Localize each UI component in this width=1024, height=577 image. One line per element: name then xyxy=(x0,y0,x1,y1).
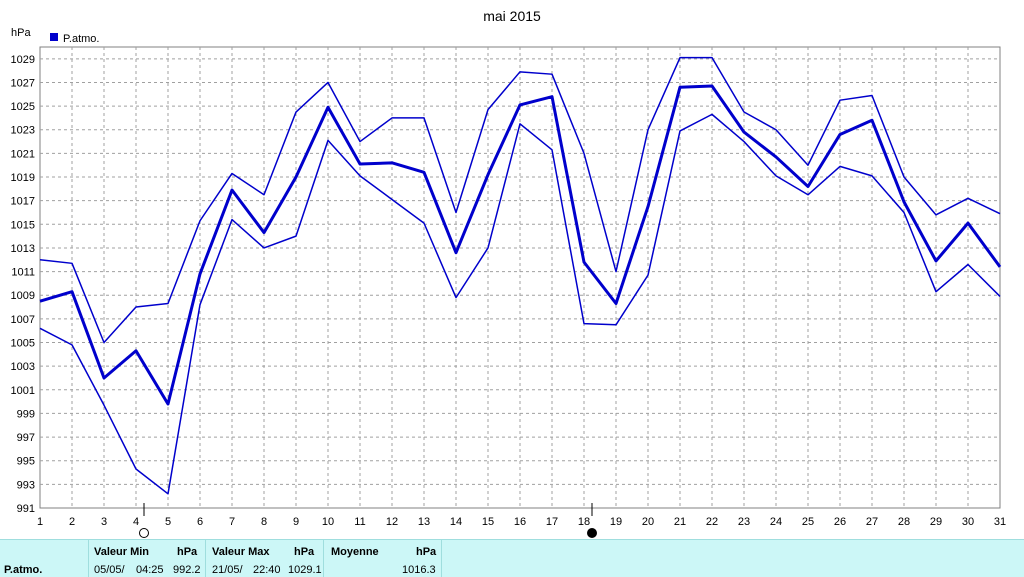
summary-min-cell: Valeur Min hPa 05/05/ 04:25 992.2 xyxy=(88,540,206,577)
y-tick-label: 1017 xyxy=(11,196,35,208)
x-tick-label: 24 xyxy=(770,516,782,528)
summary-bar: P.atmo. Valeur Min hPa 05/05/ 04:25 992.… xyxy=(0,539,1024,577)
summary-max-value: 1029.1 xyxy=(288,564,322,576)
grid-lines xyxy=(40,47,1000,508)
summary-mean-cell: Moyenne hPa 1016.3 xyxy=(323,540,442,577)
summary-min-date: 05/05/ xyxy=(94,564,125,576)
summary-min-title: Valeur Min xyxy=(94,546,150,558)
x-tick-label: 11 xyxy=(354,516,365,528)
y-tick-label: 1027 xyxy=(11,77,35,89)
x-tick-label: 5 xyxy=(165,516,171,528)
x-tick-label: 21 xyxy=(674,516,686,528)
summary-series-label: P.atmo. xyxy=(4,564,43,576)
y-tick-label: 1019 xyxy=(11,172,35,184)
x-tick-label: 10 xyxy=(322,516,334,528)
summary-min-value: 992.2 xyxy=(173,564,201,576)
x-tick-label: 25 xyxy=(802,516,814,528)
full-moon-icon xyxy=(139,528,149,538)
y-tick-label: 1023 xyxy=(11,125,35,137)
x-tick-label: 17 xyxy=(546,516,558,528)
series-line-min xyxy=(39,113,1001,495)
y-tick-label: 999 xyxy=(17,408,35,420)
summary-min-time: 04:25 xyxy=(136,564,164,576)
summary-max-cell: Valeur Max hPa 21/05/ 22:40 1029.1 xyxy=(205,540,324,577)
legend-label: P.atmo. xyxy=(63,33,100,45)
y-tick-label: 1011 xyxy=(11,267,35,279)
y-axis-unit-label: hPa xyxy=(11,27,31,39)
y-tick-label: 1007 xyxy=(11,314,35,326)
x-tick-label: 13 xyxy=(418,516,430,528)
y-tick-label: 993 xyxy=(17,479,35,491)
new-moon-icon xyxy=(587,528,597,538)
x-tick-label: 4 xyxy=(133,516,139,528)
summary-max-title: Valeur Max xyxy=(212,546,270,558)
x-tick-label: 6 xyxy=(197,516,203,528)
x-tick-label: 31 xyxy=(994,516,1006,528)
chart-title: mai 2015 xyxy=(483,8,541,24)
x-tick-label: 22 xyxy=(706,516,718,528)
y-tick-label: 1013 xyxy=(11,243,35,255)
y-tick-label: 1003 xyxy=(11,361,35,373)
series-lines xyxy=(39,56,1002,495)
x-tick-label: 16 xyxy=(514,516,526,528)
y-tick-label: 997 xyxy=(17,432,35,444)
x-tick-label: 2 xyxy=(69,516,75,528)
axis-ticks: 1 2 3 4 5 6 7 8 9 10 11 12 13 14 15 16 17 18 19 20 21 22 23 24 2… xyxy=(11,54,1007,528)
x-tick-label: 20 xyxy=(642,516,654,528)
x-tick-label: 29 xyxy=(930,516,942,528)
x-tick-label: 18 xyxy=(578,516,590,528)
summary-mean-title: Moyenne xyxy=(331,546,379,558)
summary-max-date: 21/05/ xyxy=(212,564,243,576)
y-tick-label: 995 xyxy=(17,456,35,468)
x-tick-label: 7 xyxy=(229,516,235,528)
y-tick-label: 1021 xyxy=(11,148,35,160)
x-tick-label: 23 xyxy=(738,516,750,528)
x-tick-label: 3 xyxy=(101,516,107,528)
legend-swatch xyxy=(50,33,58,41)
x-tick-label: 1 xyxy=(37,516,43,528)
y-tick-label: 991 xyxy=(17,503,35,515)
x-tick-label: 15 xyxy=(482,516,494,528)
summary-max-unit: hPa xyxy=(294,546,315,558)
series-line-mean xyxy=(39,84,1002,406)
y-tick-label: 1029 xyxy=(11,54,35,66)
summary-mean-value: 1016.3 xyxy=(402,564,436,576)
y-tick-label: 1025 xyxy=(11,101,35,113)
series-line-max xyxy=(39,56,1001,344)
x-tick-label: 27 xyxy=(866,516,878,528)
summary-min-unit: hPa xyxy=(177,546,198,558)
chart: mai 2015 hPa P.atmo. 1 2 3 4 5 6 7 8 9 10 11 12 13 14… xyxy=(11,8,1007,538)
x-tick-label: 14 xyxy=(450,516,462,528)
y-tick-label: 1015 xyxy=(11,219,35,231)
y-tick-label: 1005 xyxy=(11,338,35,350)
summary-mean-unit: hPa xyxy=(416,546,437,558)
x-tick-label: 9 xyxy=(293,516,299,528)
x-tick-label: 8 xyxy=(261,516,267,528)
x-tick-label: 30 xyxy=(962,516,974,528)
moon-phase-markers xyxy=(139,503,597,538)
y-tick-label: 1001 xyxy=(11,385,35,397)
summary-max-time: 22:40 xyxy=(253,564,281,576)
x-tick-label: 28 xyxy=(898,516,910,528)
y-tick-label: 1009 xyxy=(11,290,35,302)
x-tick-label: 26 xyxy=(834,516,846,528)
x-tick-label: 12 xyxy=(386,516,398,528)
x-tick-label: 19 xyxy=(610,516,622,528)
